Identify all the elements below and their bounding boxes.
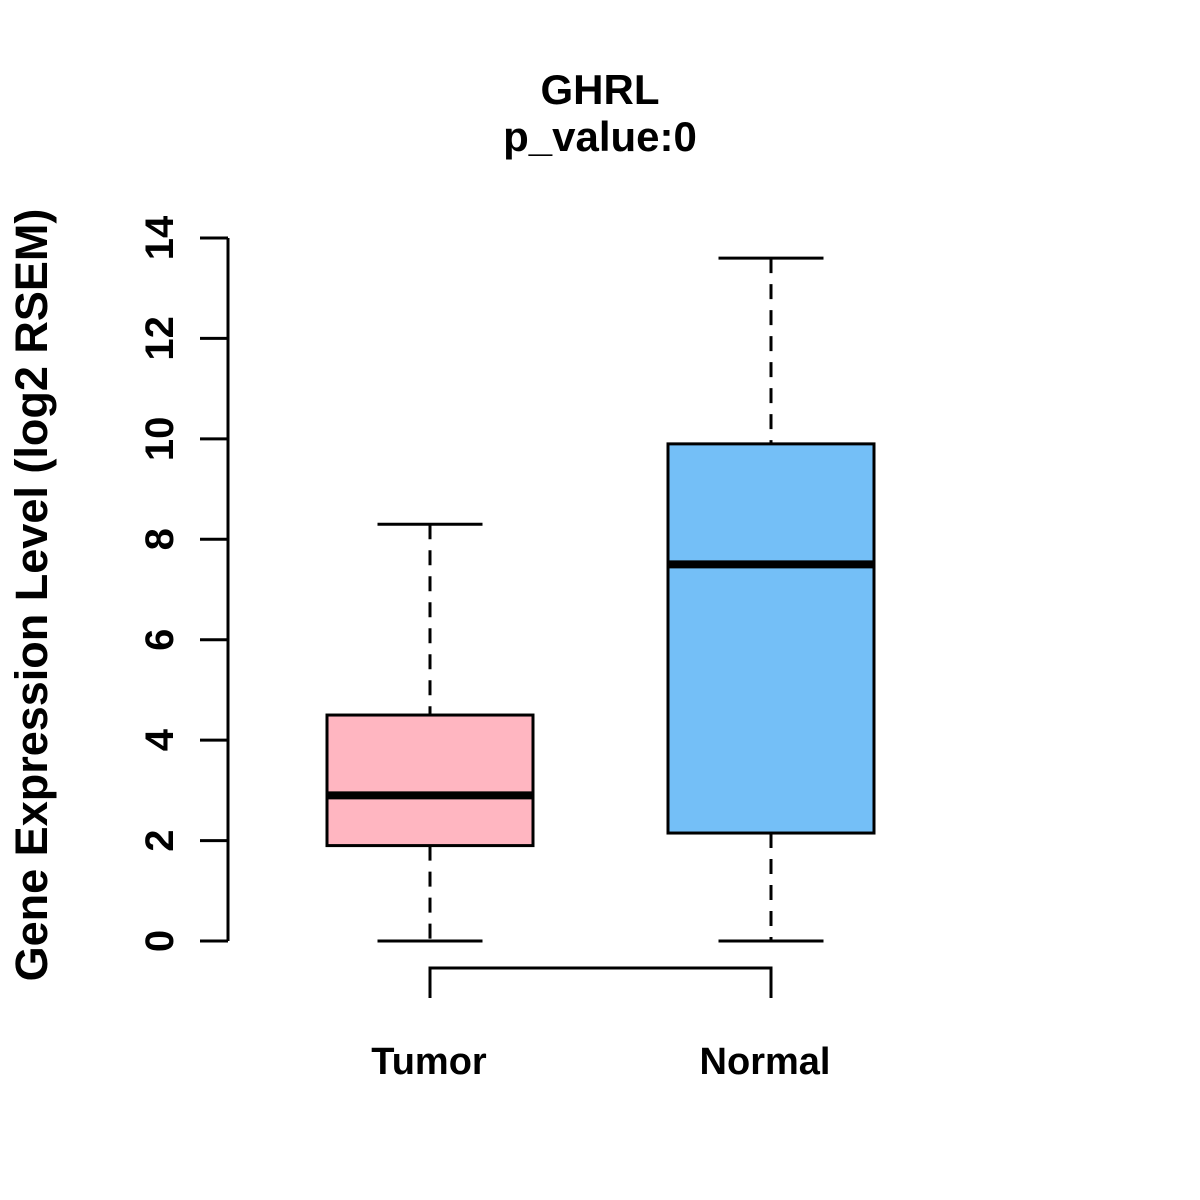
y-tick-label: 14 — [138, 215, 182, 260]
chart-title: GHRL — [540, 66, 660, 113]
y-tick-label: 2 — [138, 829, 182, 851]
iqr-box-normal — [666, 442, 876, 835]
x-tick-label-tumor: Tumor — [371, 1041, 487, 1083]
x-tick-label-normal: Normal — [699, 1041, 831, 1083]
chart-subtitle-pvalue: p_value:0 — [503, 113, 697, 160]
y-tick-label: 6 — [138, 629, 182, 651]
comparison-bracket — [428, 966, 773, 998]
y-tick-label: 10 — [138, 417, 182, 462]
y-tick-label: 0 — [138, 930, 182, 952]
y-tick-label: 12 — [138, 316, 182, 361]
title-block: GHRL p_value:0 — [0, 66, 1200, 160]
y-tick-label: 8 — [138, 528, 182, 550]
y-tick-label: 4 — [138, 728, 182, 751]
iqr-box-tumor — [325, 713, 535, 848]
